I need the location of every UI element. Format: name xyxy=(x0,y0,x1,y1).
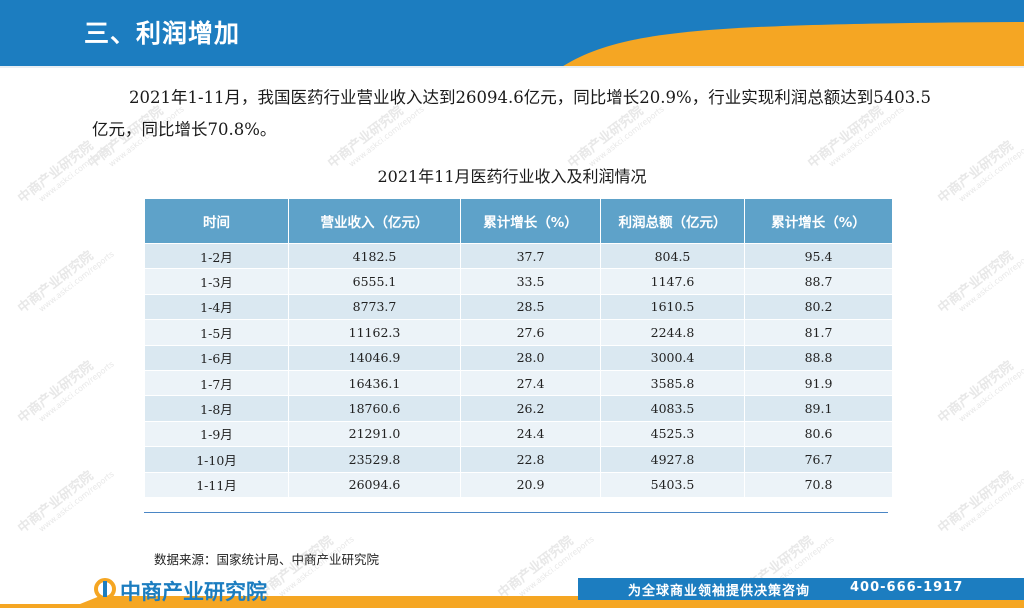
table-row: 1-11月 26094.6 20.9 5403.5 70.8 xyxy=(144,471,893,498)
table-row: 1-10月 23529.8 22.8 4927.8 76.7 xyxy=(144,446,893,473)
table-row: 1-4月 8773.7 28.5 1610.5 80.2 xyxy=(144,293,893,321)
cell-revenue: 26094.6 xyxy=(288,471,461,498)
cell-revenue-growth: 27.6 xyxy=(460,319,601,346)
cell-period: 1-6月 xyxy=(144,344,289,371)
cell-profit-growth: 76.7 xyxy=(744,446,893,473)
cell-profit: 3000.4 xyxy=(600,344,745,371)
cell-profit-growth: 88.7 xyxy=(744,268,893,295)
cell-profit-growth: 80.6 xyxy=(744,420,893,448)
cell-revenue-growth: 27.4 xyxy=(460,369,601,397)
cell-profit-growth: 80.2 xyxy=(744,293,893,321)
page-title: 三、利润增加 xyxy=(84,19,241,48)
cell-profit: 1610.5 xyxy=(600,293,745,321)
footer-bar xyxy=(578,578,1024,600)
cell-period: 1-4月 xyxy=(144,293,289,321)
cell-revenue-growth: 37.7 xyxy=(460,242,601,270)
table-row: 1-6月 14046.9 28.0 3000.4 88.8 xyxy=(144,344,893,371)
cell-period: 1-2月 xyxy=(144,242,289,270)
col-header-period: 时间 xyxy=(144,198,289,244)
table-row: 1-9月 21291.0 24.4 4525.3 80.6 xyxy=(144,420,893,448)
cell-revenue: 4182.5 xyxy=(288,242,461,270)
table-body: 1-2月 4182.5 37.7 804.5 95.4 1-3月 6555.1 33.5 114… xyxy=(144,242,893,498)
cell-profit-growth: 91.9 xyxy=(744,369,893,397)
cell-revenue-growth: 20.9 xyxy=(460,471,601,498)
cell-revenue-growth: 26.2 xyxy=(460,395,601,422)
cell-revenue: 16436.1 xyxy=(288,369,461,397)
cell-profit: 5403.5 xyxy=(600,471,745,498)
revenue-profit-table: 时间 营业收入（亿元） 累计增长（%） 利润总额（亿元） 累计增长（%） 1-2… xyxy=(144,198,893,498)
cell-profit: 4525.3 xyxy=(600,420,745,448)
cell-profit: 2244.8 xyxy=(600,319,745,346)
cell-profit: 4927.8 xyxy=(600,446,745,473)
header-banner: 三、利润增加 xyxy=(0,0,1024,68)
cell-period: 1-8月 xyxy=(144,395,289,422)
cell-revenue-growth: 28.5 xyxy=(460,293,601,321)
cell-revenue: 14046.9 xyxy=(288,344,461,371)
cell-profit: 4083.5 xyxy=(600,395,745,422)
company-logo-text: 中商产业研究院 xyxy=(120,580,267,604)
col-header-revenue-growth: 累计增长（%） xyxy=(460,198,601,244)
header-background xyxy=(0,0,1024,68)
cell-revenue: 23529.8 xyxy=(288,446,461,473)
cell-profit: 1147.6 xyxy=(600,268,745,295)
cell-period: 1-3月 xyxy=(144,268,289,295)
cell-revenue-growth: 22.8 xyxy=(460,446,601,473)
col-header-revenue: 营业收入（亿元） xyxy=(288,198,461,244)
cell-revenue: 8773.7 xyxy=(288,293,461,321)
table-title: 2021年11月医药行业收入及利润情况 xyxy=(377,167,647,186)
cell-revenue-growth: 28.0 xyxy=(460,344,601,371)
divider xyxy=(144,512,888,513)
cell-profit: 804.5 xyxy=(600,242,745,270)
cell-revenue-growth: 24.4 xyxy=(460,420,601,448)
cell-period: 1-9月 xyxy=(144,420,289,448)
table-row: 1-8月 18760.6 26.2 4083.5 89.1 xyxy=(144,395,893,422)
cell-period: 1-5月 xyxy=(144,319,289,346)
table-row: 1-2月 4182.5 37.7 804.5 95.4 xyxy=(144,242,893,270)
cell-period: 1-11月 xyxy=(144,471,289,498)
source-note: 数据来源：国家统计局、中商产业研究院 xyxy=(154,552,380,567)
table-header-row: 时间 营业收入（亿元） 累计增长（%） 利润总额（亿元） 累计增长（%） xyxy=(144,198,893,244)
footer-phone: 400-666-1917 xyxy=(850,580,964,595)
cell-profit-growth: 88.8 xyxy=(744,344,893,371)
col-header-profit-growth: 累计增长（%） xyxy=(744,198,893,244)
cell-period: 1-10月 xyxy=(144,446,289,473)
table-row: 1-3月 6555.1 33.5 1147.6 88.7 xyxy=(144,268,893,295)
cell-profit: 3585.8 xyxy=(600,369,745,397)
cell-revenue: 18760.6 xyxy=(288,395,461,422)
footer-slogan: 为全球商业领袖提供决策咨询 xyxy=(628,584,811,599)
col-header-profit: 利润总额（亿元） xyxy=(600,198,745,244)
cell-profit-growth: 81.7 xyxy=(744,319,893,346)
cell-profit-growth: 70.8 xyxy=(744,471,893,498)
cell-revenue: 11162.3 xyxy=(288,319,461,346)
company-logo-icon xyxy=(94,578,116,600)
table-row: 1-5月 11162.3 27.6 2244.8 81.7 xyxy=(144,319,893,346)
cell-period: 1-7月 xyxy=(144,369,289,397)
table-row: 1-7月 16436.1 27.4 3585.8 91.9 xyxy=(144,369,893,397)
cell-profit-growth: 89.1 xyxy=(744,395,893,422)
cell-revenue-growth: 33.5 xyxy=(460,268,601,295)
cell-revenue: 21291.0 xyxy=(288,420,461,448)
cell-profit-growth: 95.4 xyxy=(744,242,893,270)
cell-revenue: 6555.1 xyxy=(288,268,461,295)
intro-paragraph: 2021年1-11月，我国医药行业营业收入达到26094.6亿元，同比增长20.… xyxy=(92,88,931,139)
